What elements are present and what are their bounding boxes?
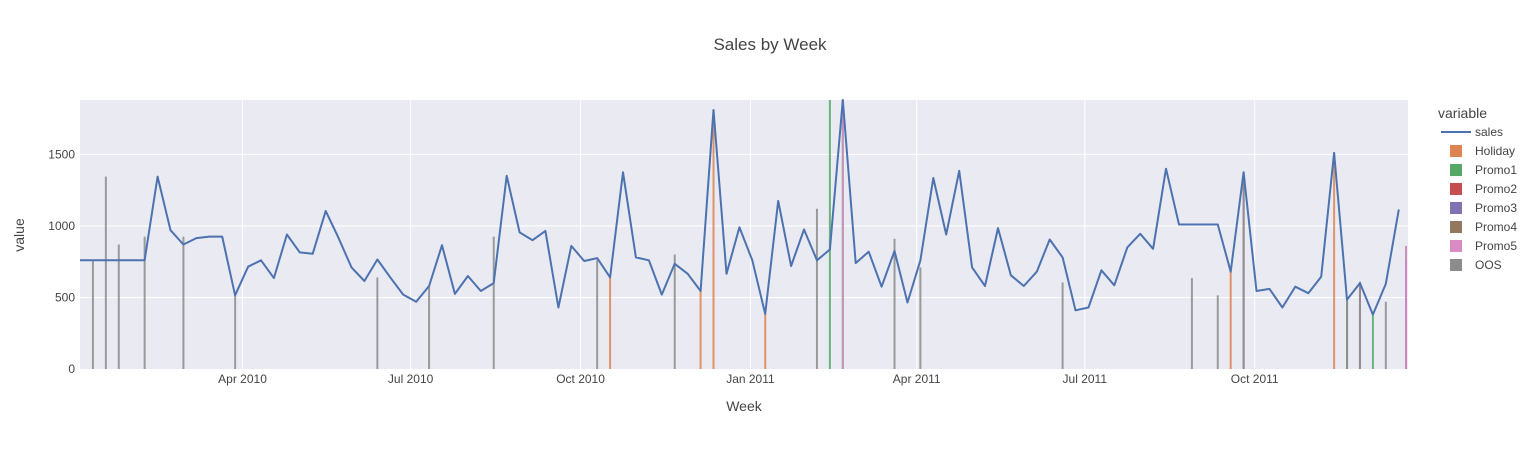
bar-oos [1190,278,1193,369]
legend-label-promo1: Promo1 [1475,163,1517,177]
legend-title: variable [1438,105,1487,121]
legend-swatch-promo1 [1450,164,1462,176]
bar-holiday [712,110,715,369]
x-tick-label: Jul 2011 [1063,372,1108,386]
bar-oos [91,260,94,369]
legend-swatch-promo3 [1450,202,1462,214]
sales-line-layer [79,99,1400,316]
bar-oos [117,244,120,369]
legend-label-promo5: Promo5 [1475,239,1517,253]
bar-oos [1346,300,1349,369]
bar-oos [919,267,922,369]
bar-oos [143,236,146,369]
bar-holiday [764,313,767,369]
bar-holiday [699,291,702,369]
bar-oos [428,286,431,369]
legend-label-oos: OOS [1475,258,1502,272]
legend-label-promo4: Promo4 [1475,220,1517,234]
bar-promo5 [1405,245,1407,369]
bar-promo1 [828,100,831,369]
y-axis-title: value [11,218,27,252]
x-tick-label: Oct 2011 [1231,372,1279,386]
bar-holiday [1333,152,1336,369]
plot-area [80,100,1408,369]
bar-oos [1216,295,1219,369]
y-tick-label: 1500 [48,147,75,161]
legend-swatch-holiday [1450,145,1462,157]
x-axis: Apr 2010 Jul 2010 Oct 2010 Jan 2011 Apr 2011… [218,372,1279,386]
bar-oos [376,277,379,369]
x-tick-label: Oct 2010 [556,372,605,386]
legend-label-holiday: Holiday [1475,144,1515,158]
bar-oos [1384,301,1387,369]
x-tick-label: Jul 2010 [388,372,434,386]
x-axis-title: Week [726,398,763,414]
bar-oos [104,176,107,369]
y-tick-label: 0 [68,362,75,376]
y-tick-label: 500 [55,290,75,304]
y-tick-label: 1000 [48,219,75,233]
legend-label-promo3: Promo3 [1475,201,1517,215]
chart-title: Sales by Week [713,35,827,54]
bar-oos [815,208,818,369]
bar-holiday [1229,271,1232,369]
bar-oos [1242,172,1245,369]
bar-promo5 [841,100,844,369]
legend-swatch-promo2 [1450,183,1462,195]
legend-swatch-promo5 [1450,240,1462,252]
bar-holiday [609,277,612,369]
bar-oos [1061,282,1064,369]
bar-oos [234,295,237,369]
y-axis: 0 500 1000 1500 [48,147,75,376]
legend-swatch-oos [1450,259,1462,271]
bar-oos [492,236,495,369]
legend[interactable]: variable sales Holiday Promo1 Promo2 Promo3 P… [1438,105,1517,272]
bar-oos [1358,281,1361,369]
bar-oos [596,260,599,369]
gridlines [80,100,1408,369]
legend-label-sales: sales [1475,125,1503,139]
legend-swatch-promo4 [1450,221,1462,233]
x-tick-label: Apr 2011 [893,372,941,386]
bar-oos [182,236,185,369]
bar-promo1 [1371,314,1374,369]
legend-label-promo2: Promo2 [1475,182,1517,196]
x-tick-label: Jan 2011 [726,372,775,386]
bar-oos [673,254,676,369]
indicator-bars [91,100,1407,369]
bar-oos [893,238,896,369]
x-tick-label: Apr 2010 [218,372,267,386]
